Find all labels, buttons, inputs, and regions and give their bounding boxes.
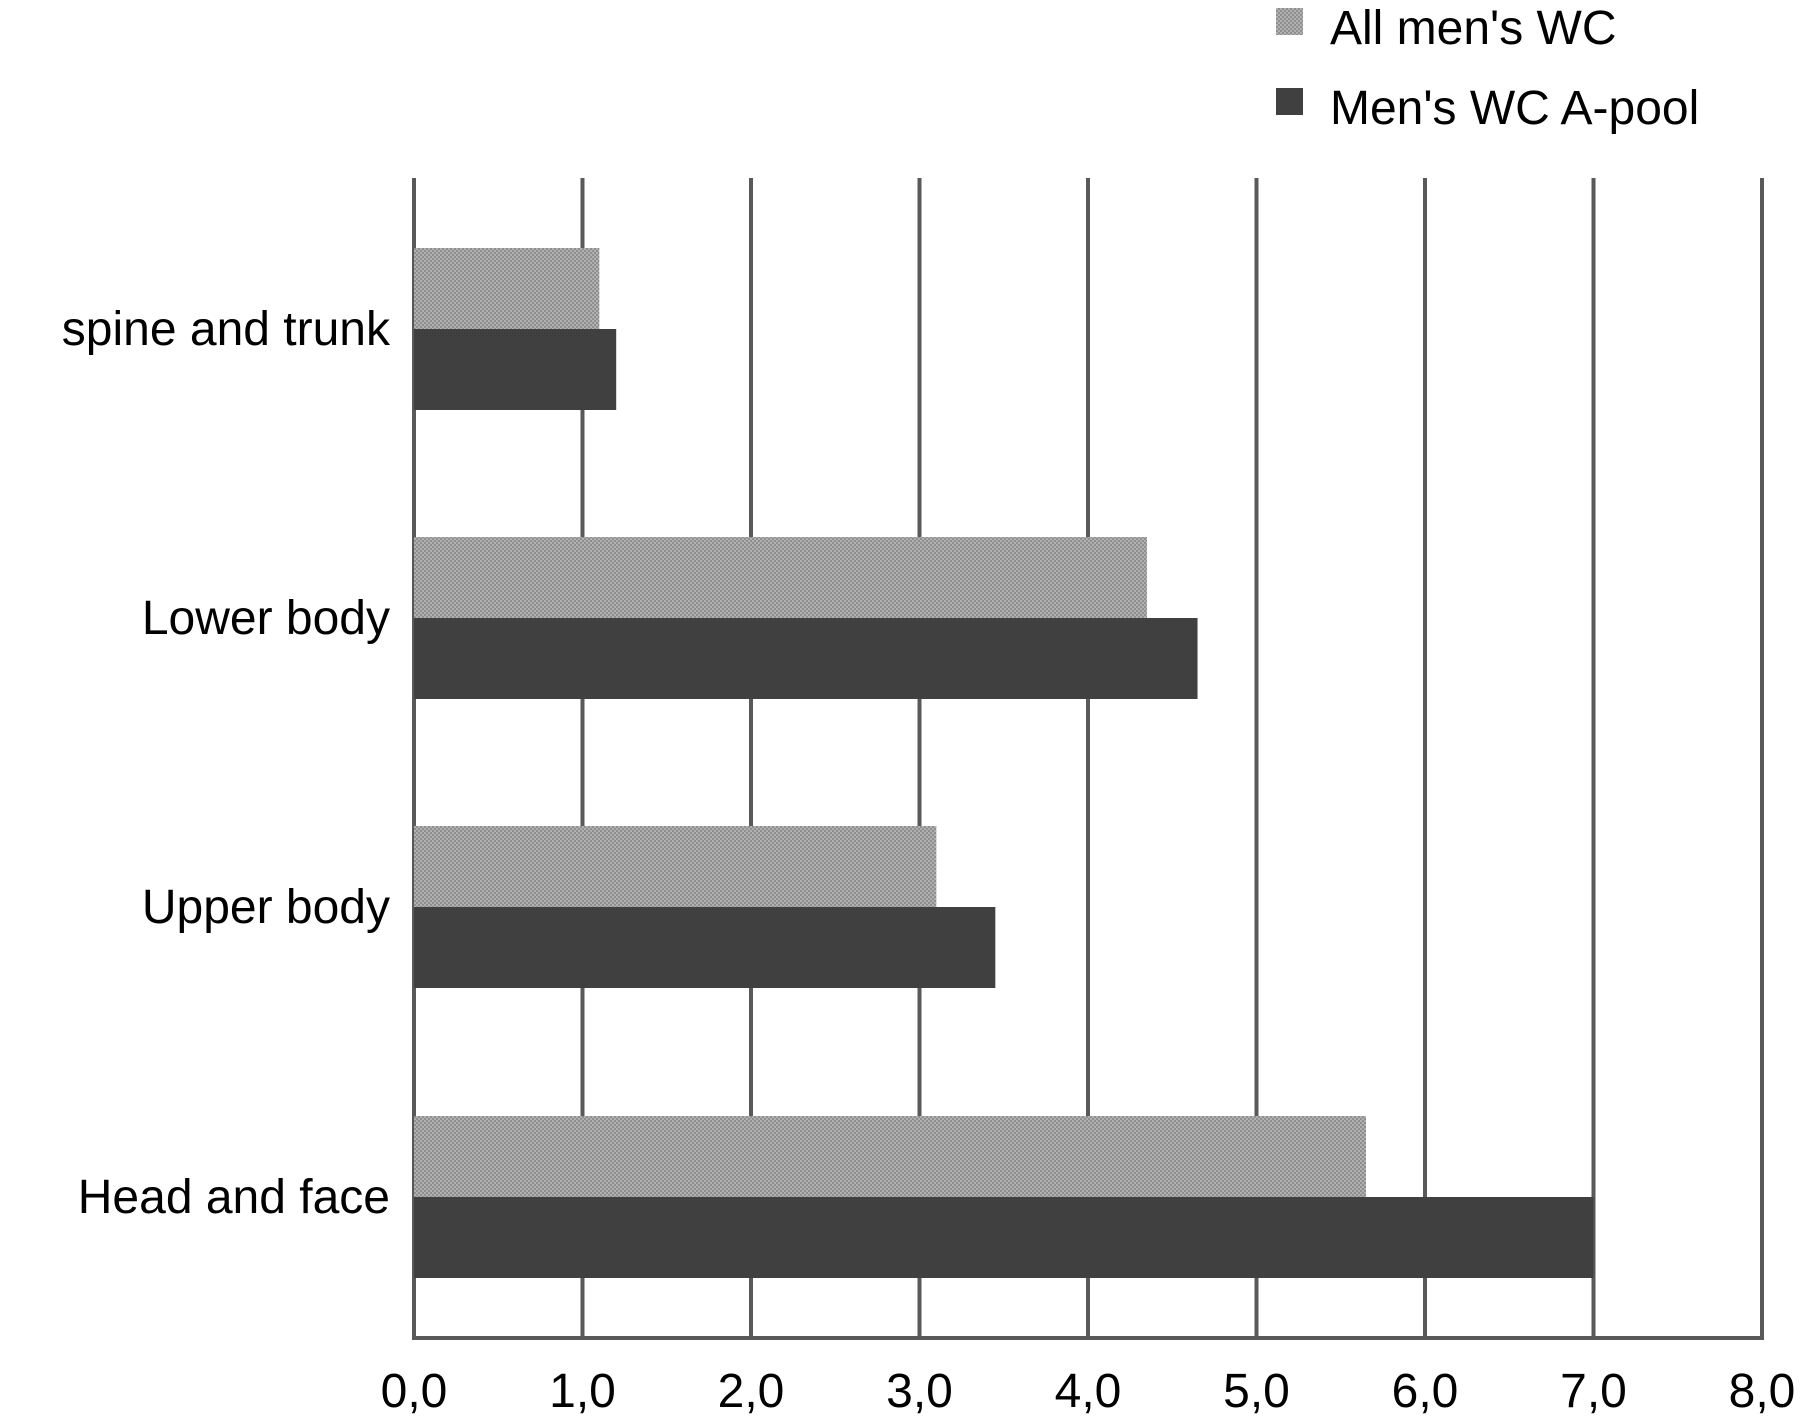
x-tick-label: 1,0 [549, 1365, 616, 1415]
category-label: spine and trunk [62, 303, 391, 356]
bar-all-mens-wc-2 [414, 826, 937, 907]
x-tick-label: 3,0 [886, 1365, 953, 1415]
bar-all-mens-wc-1 [414, 537, 1147, 618]
legend-label: All men's WC [1330, 2, 1617, 55]
bar-mens-wc-a-pool-2 [414, 907, 996, 988]
x-tick-label: 2,0 [718, 1365, 785, 1415]
x-tick-labels: 0,0 1,0 2,0 3,0 4,0 5,0 6,0 7,0 8,0 [381, 1365, 1796, 1418]
bars [414, 248, 1594, 1278]
category-labels: spine and trunk Lower body Upper body Head … [62, 303, 391, 1224]
legend-label: Men's WC A-pool [1330, 82, 1699, 135]
legend: All men's WC Men's WC A-pool [1276, 2, 1699, 135]
bar-mens-wc-a-pool-0 [414, 329, 617, 410]
bar-all-mens-wc-3 [414, 1116, 1367, 1197]
bar-all-mens-wc-0 [414, 248, 600, 329]
bar-mens-wc-a-pool-1 [414, 618, 1198, 699]
x-tick-label: 5,0 [1223, 1365, 1290, 1415]
legend-swatch-0 [1276, 8, 1303, 35]
x-tick-label: 4,0 [1055, 1365, 1122, 1415]
x-tick-label: 8,0 [1729, 1365, 1796, 1415]
category-label: Upper body [142, 881, 390, 934]
x-tick-label: 6,0 [1392, 1365, 1459, 1415]
category-label: Lower body [142, 592, 390, 645]
legend-swatch-1 [1276, 88, 1303, 115]
x-tick-label: 0,0 [381, 1365, 448, 1415]
category-label: Head and face [78, 1171, 390, 1224]
x-tick-label: 7,0 [1560, 1365, 1627, 1415]
bar-mens-wc-a-pool-3 [414, 1197, 1594, 1278]
